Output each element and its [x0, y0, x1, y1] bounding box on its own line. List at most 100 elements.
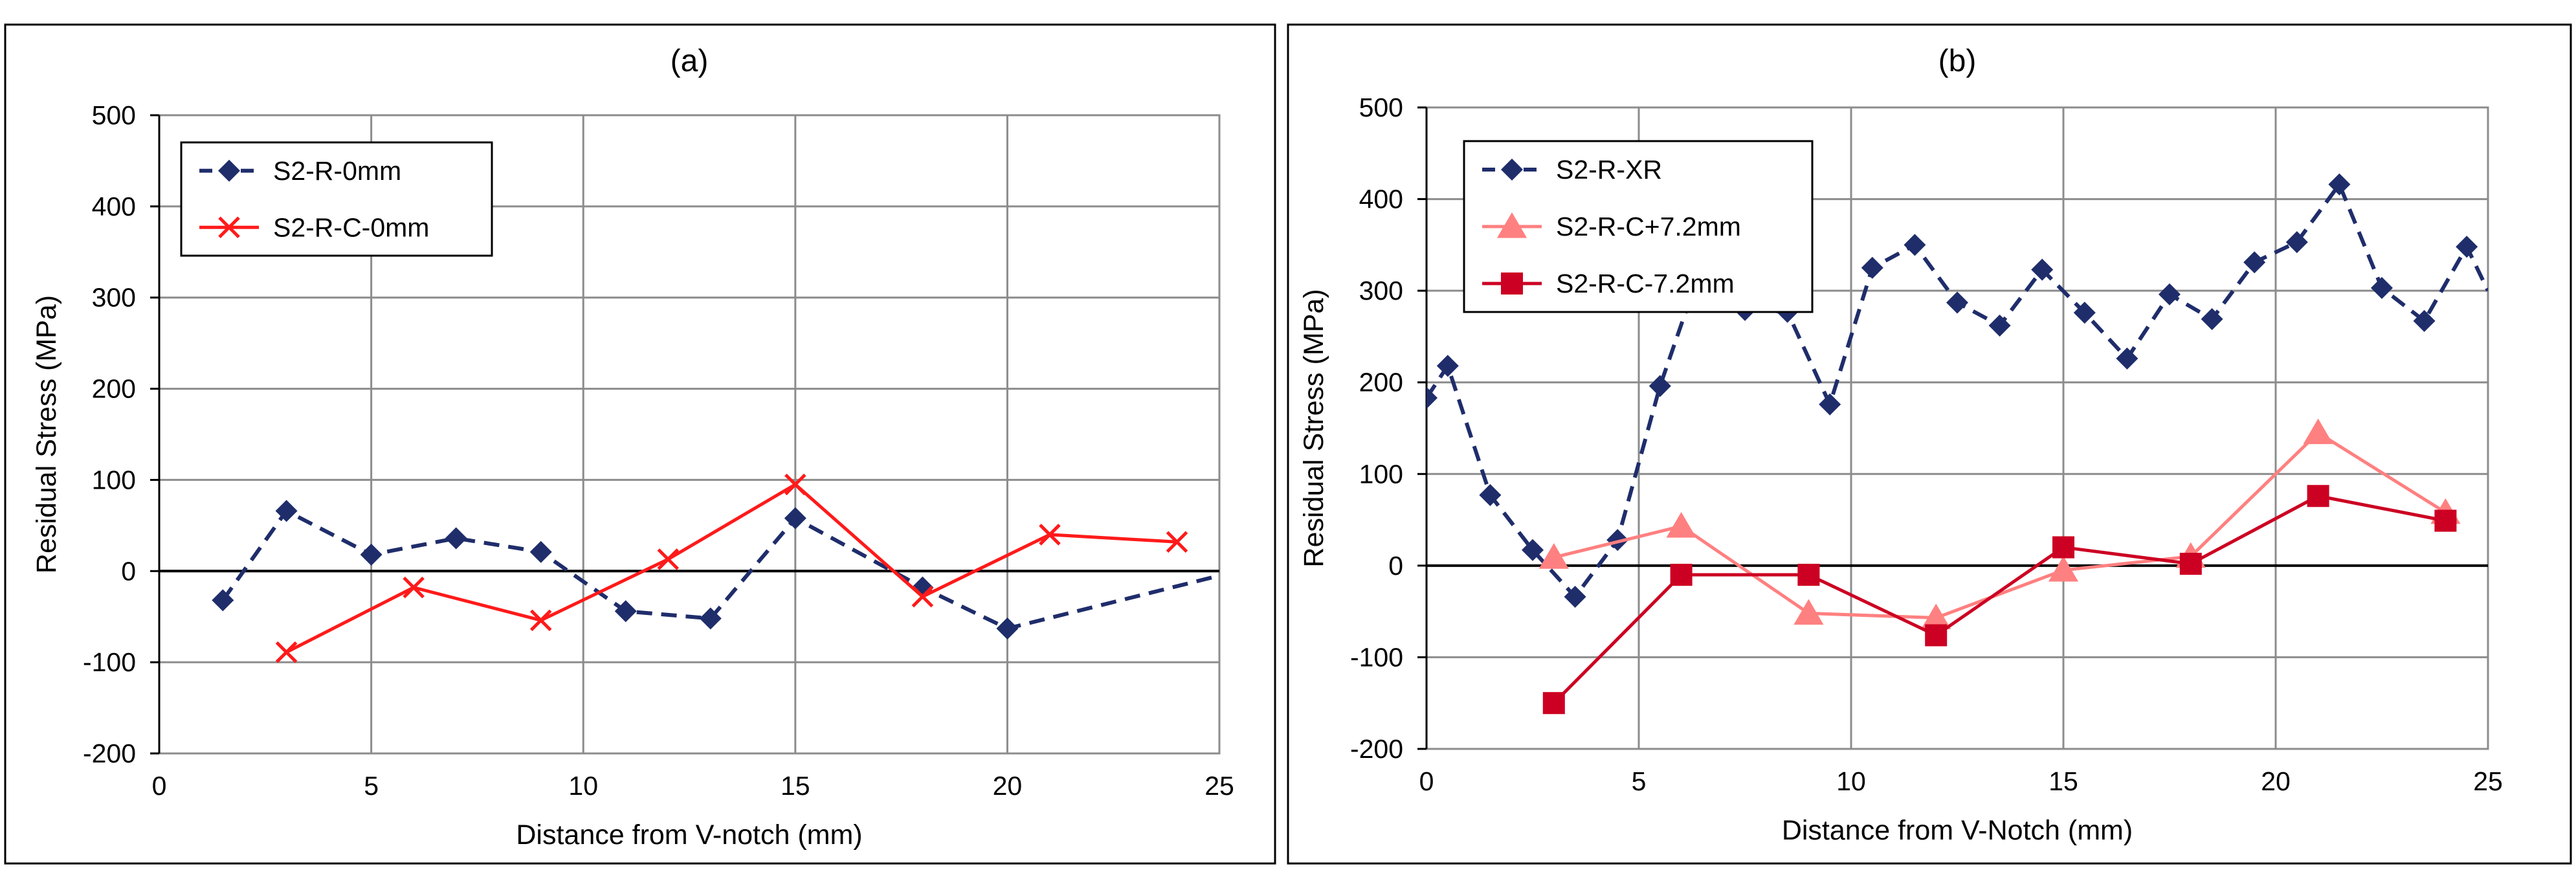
x-tick-label: 25 [2473, 766, 2503, 796]
x-axis-title: Distance from V-Notch (mm) [1782, 815, 2133, 846]
y-tick-label: -100 [83, 647, 136, 677]
data-point [275, 500, 298, 522]
data-point [2243, 251, 2266, 274]
data-point [1039, 524, 1061, 546]
data-point [1819, 393, 1841, 416]
data-point [275, 641, 298, 663]
x-axis-title: Distance from V-notch (mm) [516, 819, 862, 851]
data-point [1861, 256, 1883, 279]
chart-title: (b) [1938, 44, 1977, 78]
legend-swatch-marker [218, 159, 240, 182]
data-point [2201, 308, 2223, 331]
data-point [529, 540, 552, 563]
y-tick-label: 100 [1359, 459, 1403, 489]
y-tick-label: 300 [1359, 276, 1403, 306]
data-point [1670, 564, 1693, 586]
data-point [1479, 484, 1502, 506]
data-point [1166, 531, 1188, 553]
data-point [360, 543, 383, 566]
data-point [784, 507, 806, 529]
data-point [657, 548, 680, 570]
x-tick-label: 0 [1419, 766, 1434, 796]
y-tick-label: 500 [1359, 93, 1403, 122]
y-tick-label: -100 [1350, 642, 1403, 672]
y-tick-label: 400 [1359, 184, 1403, 214]
x-tick-label: 5 [364, 771, 379, 801]
data-point [1988, 314, 2011, 337]
panel-a: (a) -200 -100 0 100 200 300 400 500 0 5 10 15 20 25 Dis… [4, 23, 1276, 865]
data-point [996, 617, 1019, 640]
y-tick-label: 200 [92, 374, 136, 404]
legend-label: S2-R-C-0mm [273, 212, 429, 242]
data-point [2328, 173, 2351, 195]
y-tick-label: -200 [83, 739, 136, 768]
series-S2-R-C-7.2mm [1542, 485, 2457, 715]
data-point [2413, 309, 2436, 332]
series-S2-R-0mm [212, 500, 1219, 640]
series-line [1553, 494, 2446, 704]
series-line [1553, 431, 2447, 620]
data-point [1522, 539, 1544, 561]
x-tick-label: 15 [2049, 766, 2078, 796]
data-point [1606, 529, 1629, 551]
x-tick-label: 10 [568, 771, 598, 801]
y-axis-title: Residual Stress (MPa) [1298, 289, 1329, 567]
data-point [529, 609, 552, 632]
data-point [1564, 585, 1586, 608]
legend-label: S2-R-0mm [273, 156, 401, 186]
data-point [1542, 692, 1565, 715]
data-point [2307, 485, 2329, 507]
legend-swatch-marker [1496, 212, 1527, 238]
data-point [2456, 236, 2478, 258]
data-point [2303, 418, 2333, 445]
y-tick-label: 100 [92, 465, 136, 495]
data-point [784, 473, 806, 496]
legend [180, 141, 493, 257]
data-point [1925, 624, 1948, 647]
data-point [212, 589, 234, 612]
data-point [403, 576, 425, 599]
data-point [2073, 302, 2096, 324]
legend-swatch-marker [218, 216, 240, 239]
legend-label: S2-R-C-7.2mm [1556, 269, 1735, 298]
data-point [2052, 536, 2074, 559]
panel-b: (b) -200 -100 0 100 200 300 400 500 0 5 10 15 20 25 Dis… [1287, 23, 2572, 865]
data-point [1427, 386, 1438, 409]
legend-swatch-marker [1501, 273, 1523, 295]
data-point [2179, 553, 2202, 575]
y-axis-title: Residual Stress (MPa) [31, 295, 62, 573]
x-tick-label: 20 [993, 771, 1023, 801]
legend-swatch-marker [1501, 159, 1523, 181]
x-tick-label: 5 [1632, 766, 1647, 796]
series-S2-R-XR [1427, 173, 2488, 608]
chart-title: (a) [671, 44, 709, 78]
y-tick-label: 400 [92, 192, 136, 221]
data-point [1904, 234, 1926, 256]
y-tick-label: 200 [1359, 368, 1403, 397]
data-point [1649, 375, 1671, 397]
legend-label: S2-R-C+7.2mm [1556, 212, 1741, 241]
data-point [1946, 291, 1968, 314]
data-point [1666, 511, 1696, 538]
series-S2-R-C-0mm [275, 473, 1188, 663]
x-tick-label: 0 [152, 771, 167, 801]
data-point [445, 527, 467, 550]
data-point [2371, 276, 2393, 299]
data-point [699, 607, 722, 630]
data-point [2285, 231, 2308, 254]
data-point [2159, 283, 2181, 306]
data-point [1436, 355, 1459, 377]
x-tick-label: 20 [2261, 766, 2291, 796]
data-point [2031, 258, 2054, 281]
data-point [911, 585, 934, 608]
data-point [1793, 599, 1824, 625]
data-point [2116, 347, 2138, 370]
x-tick-label: 25 [1205, 771, 1234, 801]
y-tick-label: 0 [1388, 551, 1403, 581]
y-tick-label: 500 [92, 100, 136, 130]
data-point [2048, 555, 2079, 582]
y-tick-label: 300 [92, 283, 136, 313]
series-line [285, 482, 1177, 654]
legend-label: S2-R-XR [1556, 155, 1662, 184]
